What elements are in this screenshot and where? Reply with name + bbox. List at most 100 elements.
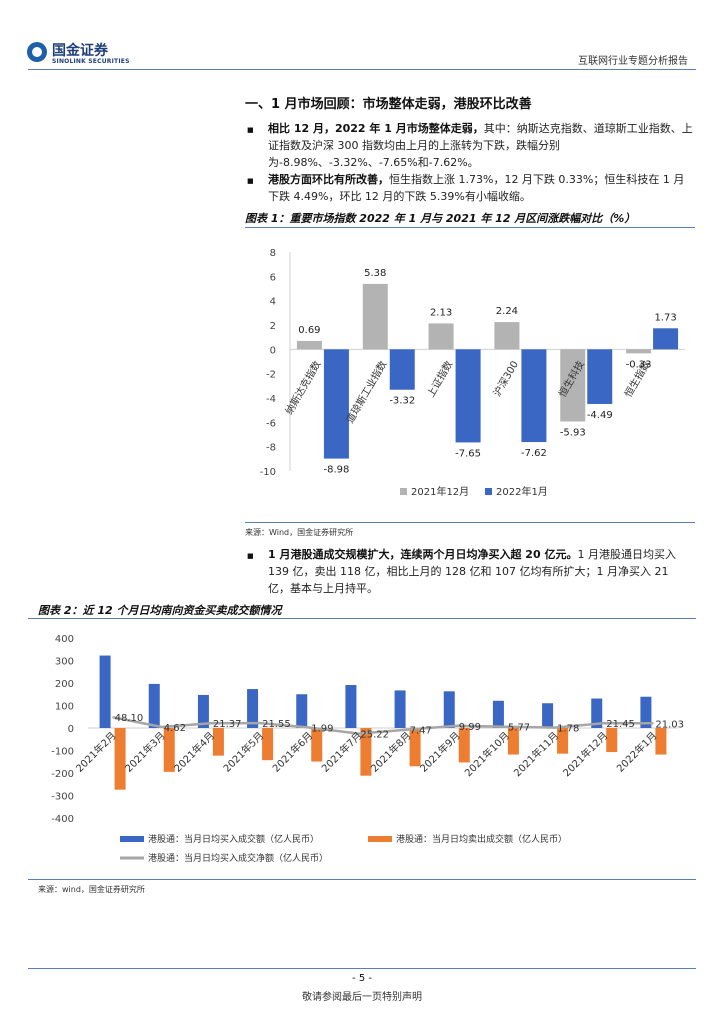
- legend-swatch: [368, 836, 392, 842]
- figure1-chart: 8 6 4 2 0 -2 -4 -6 -8 -10 0.69 -8.98 纳斯达克指数 5.38 -3.32…: [260, 248, 685, 498]
- legend-label: 港股通：当月日均买入成交净额（亿人民币）: [148, 852, 328, 864]
- section-title: 一、1 月市场回顾：市场整体走弱，港股环比改善: [245, 97, 532, 112]
- y-tick-label: -6: [266, 418, 276, 429]
- x-tick-label: 沪深300: [490, 358, 521, 398]
- bullet-icon: ■: [247, 552, 254, 560]
- bar-sell: [557, 728, 569, 754]
- bar-jan: [521, 349, 547, 443]
- bar-sell: [360, 728, 372, 776]
- bar-buy: [345, 685, 357, 728]
- bar-buy: [197, 694, 209, 728]
- bar-dec: [560, 349, 586, 422]
- bar-sell: [606, 728, 618, 753]
- data-label: -3.32: [389, 396, 415, 407]
- figure1-source: 来源：Wind，国金证券研究所: [245, 528, 354, 537]
- bar-jan: [323, 349, 349, 459]
- bar-jan: [455, 349, 481, 443]
- net-data-label: 4.62: [164, 723, 186, 734]
- data-label: 1.73: [654, 312, 676, 323]
- bar-dec: [362, 283, 388, 350]
- figure2-bottom-rule: [28, 879, 696, 880]
- bar-dec: [428, 323, 454, 350]
- paragraph-2: 港股方面环比有所改善，恒生指数上涨 1.73%，12 月下跌 0.33%；恒生科…: [268, 171, 693, 205]
- y-tick-label: -4: [266, 394, 276, 405]
- legend-label: 港股通：当月日均买入成交额（亿人民币）: [148, 833, 319, 845]
- report-type: 互联网行业专题分析报告: [578, 56, 688, 67]
- paragraph-2-bold: 港股方面环比有所改善，: [268, 173, 389, 186]
- header-divider: [28, 69, 696, 70]
- bar-sell: [458, 728, 470, 763]
- bar-buy: [591, 698, 603, 728]
- y-tick-label: -8: [266, 443, 276, 454]
- figure1-top-rule: [245, 227, 695, 228]
- net-data-label: 21.45: [606, 719, 635, 730]
- legend-swatch: [120, 836, 144, 842]
- y-tick-label: 200: [55, 679, 74, 690]
- bar-sell: [655, 728, 667, 755]
- bar-sell: [507, 728, 519, 755]
- net-line: [112, 715, 654, 735]
- data-label: 2.24: [496, 306, 518, 317]
- y-tick-label: 0: [68, 724, 74, 735]
- y-tick-label: 400: [55, 634, 74, 645]
- logo-subtext: SINOLINK SECURITIES: [52, 58, 130, 65]
- paragraph-1: 相比 12 月，2022 年 1 月市场整体走弱，其中：纳斯达克指数、道琼斯工业…: [268, 120, 693, 171]
- bar-buy: [99, 655, 111, 728]
- bar-buy: [640, 696, 652, 728]
- x-tick-label: 上证指数: [424, 358, 455, 399]
- footer-divider: [28, 968, 696, 969]
- figure1-bottom-rule: [245, 522, 695, 523]
- bar-sell: [311, 728, 323, 762]
- logo-text: 国金证券: [52, 43, 108, 59]
- y-tick-label: 300: [55, 657, 74, 668]
- data-label: -7.62: [521, 448, 547, 459]
- legend-swatch: [400, 488, 407, 495]
- x-tick-label: 纳斯达克指数: [282, 358, 323, 416]
- logo-icon: [27, 42, 47, 62]
- bar-buy: [148, 683, 160, 728]
- net-data-label: 21.03: [655, 719, 684, 730]
- legend-swatch: [485, 488, 492, 495]
- figure2-chart: 400 300 200 100 0 -100 -200 -300 -400 48.10 4.62 21…: [51, 634, 684, 864]
- x-tick-label: 2022年1月: [614, 729, 660, 775]
- net-data-label: 21.37: [213, 719, 242, 730]
- bar-buy: [296, 694, 308, 728]
- net-data-label: 1.99: [311, 724, 333, 735]
- net-data-label: 21.55: [262, 719, 291, 730]
- data-label: -8.98: [323, 465, 349, 476]
- bar-buy: [492, 700, 504, 728]
- y-tick-label: 0: [270, 345, 276, 356]
- y-tick-label: 6: [270, 272, 276, 283]
- bar-sell: [212, 728, 224, 756]
- figure1-title: 图表 1：重要市场指数 2022 年 1 月与 2021 年 12 月区间涨跌幅…: [245, 212, 636, 225]
- y-tick-label: -400: [51, 814, 74, 825]
- paragraph-3-text: 1 月港股通日均买入 139 亿，卖出 118 亿，相比上月的 128 亿和 1…: [268, 548, 676, 595]
- bar-dec: [296, 340, 322, 350]
- figure2-top-rule: [28, 618, 696, 619]
- bullet-icon: ■: [247, 177, 254, 185]
- data-label: 5.38: [364, 268, 386, 279]
- data-label: -5.93: [560, 427, 586, 438]
- net-data-label: 1.78: [557, 724, 579, 735]
- legend-label: 港股通：当月日均卖出成交额（亿人民币）: [396, 833, 567, 845]
- bar-sell: [409, 728, 421, 767]
- bar-jan: [587, 349, 613, 404]
- bar-buy: [247, 689, 259, 728]
- data-label: -0.33: [626, 359, 652, 370]
- paragraph-3: 1 月港股通成交规模扩大，连续两个月日均净买入超 20 亿元。1 月港股通日均买…: [268, 546, 693, 597]
- bar-sell: [163, 728, 175, 772]
- y-tick-label: -300: [51, 792, 74, 803]
- x-tick-label: 2021年3月: [122, 729, 168, 775]
- y-tick-label: 100: [55, 702, 74, 713]
- page-number: - 5 -: [352, 973, 372, 984]
- net-data-label: 5.77: [508, 723, 530, 734]
- data-label: -7.65: [455, 448, 481, 459]
- y-tick-label: -2: [266, 370, 276, 381]
- y-tick-label: -200: [51, 769, 74, 780]
- bar-sell: [262, 728, 274, 761]
- bullet-icon: ■: [247, 126, 254, 134]
- bar-buy: [443, 691, 455, 728]
- data-label: 2.13: [430, 307, 452, 318]
- figure2-source: 来源：wind，国金证券研究所: [38, 885, 145, 894]
- y-tick-label: 2: [270, 321, 276, 332]
